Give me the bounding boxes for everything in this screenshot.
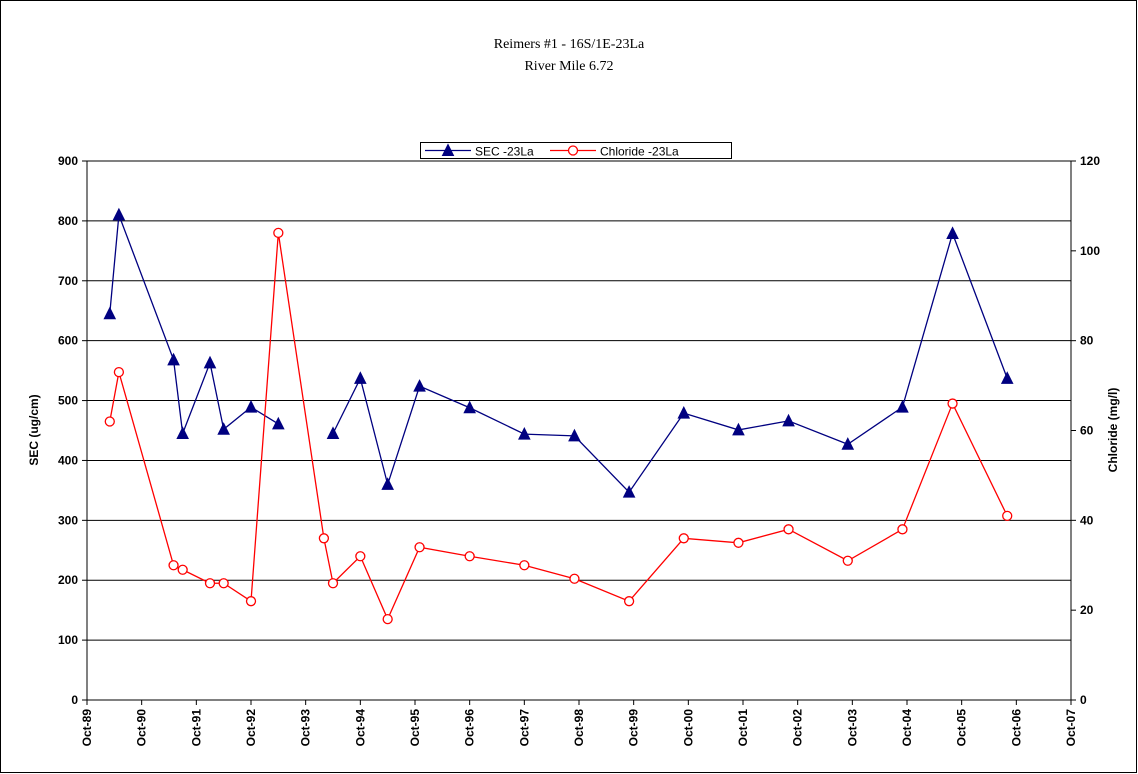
data-point [103,306,117,320]
data-point [112,207,126,221]
data-point [218,578,229,589]
y-tick-label: 700 [58,274,78,288]
x-tick-label: Oct-04 [900,709,914,747]
x-tick-label: Oct-92 [244,709,258,747]
data-point [104,416,115,427]
y-tick-label: 400 [58,453,78,467]
data-point [414,542,425,553]
y-tick-label: 200 [58,573,78,587]
data-point [677,406,691,419]
y2-axis-label: Chloride (mg/l) [1106,388,1120,473]
y-axis-label: SEC (ug/cm) [27,394,41,465]
data-point [568,428,581,442]
data-point [897,524,908,535]
x-tick-label: Oct-93 [299,709,313,747]
x-tick-label: Oct-95 [408,709,422,747]
x-tick-label: Oct-00 [681,709,695,747]
x-tick-label: Oct-01 [736,709,750,747]
data-point [463,400,476,414]
y2-tick-label: 60 [1080,424,1094,438]
y-tick-label: 300 [58,513,78,527]
y-tick-label: 100 [58,633,78,647]
data-point [176,426,189,439]
data-point [244,400,258,413]
x-tick-label: Oct-03 [845,709,859,747]
data-point [354,371,367,384]
data-point [318,533,330,544]
data-point [217,422,230,435]
y-tick-label: 500 [58,394,78,408]
data-point [177,564,188,575]
data-point [1002,510,1013,521]
data-point [327,578,339,589]
data-point [167,352,180,366]
y-tick-label: 600 [58,334,78,348]
data-point [946,226,959,239]
x-tick-label: Oct-91 [189,709,203,747]
x-tick-label: Oct-97 [517,709,531,747]
y2-tick-label: 40 [1080,513,1094,527]
x-tick-label: Oct-06 [1009,709,1023,747]
data-point [518,426,531,440]
legend-marker [441,143,455,156]
data-point [569,573,580,584]
y2-tick-label: 100 [1080,244,1100,258]
data-point [732,422,745,436]
y2-tick-label: 0 [1080,693,1087,707]
x-tick-label: Oct-89 [80,709,94,747]
data-point [113,366,125,378]
x-tick-label: Oct-90 [135,709,149,747]
data-point [782,413,795,427]
x-tick-label: Oct-96 [463,709,477,747]
y2-tick-label: 20 [1080,603,1094,617]
data-point [382,614,393,625]
data-point [783,524,794,535]
y2-tick-label: 120 [1080,154,1100,168]
data-point [204,578,216,589]
y-tick-label: 0 [71,693,78,707]
data-point [947,398,958,409]
data-point [896,400,909,413]
data-point [519,560,530,571]
x-tick-label: Oct-94 [353,709,367,747]
chart-title: Reimers #1 - 16S/1E-23La [494,37,645,52]
data-point [623,596,635,607]
data-point [203,355,217,369]
data-point [326,426,340,439]
x-tick-label: Oct-02 [791,709,805,747]
data-point [413,379,426,392]
data-point [1000,371,1014,384]
y-tick-label: 900 [58,154,78,168]
x-tick-label: Oct-07 [1064,709,1078,747]
legend-marker [567,145,579,156]
y2-tick-label: 80 [1080,334,1094,348]
legend-label: SEC -23La [475,145,534,159]
x-tick-label: Oct-99 [627,709,641,747]
data-point [245,596,257,607]
data-point [678,533,689,544]
data-point [168,560,179,571]
y-tick-label: 800 [58,214,78,228]
data-point [733,537,744,548]
data-point [622,485,636,498]
legend-label: Chloride -23La [600,145,679,159]
x-tick-label: Oct-98 [572,709,586,747]
data-point [464,551,475,562]
data-point [381,477,394,490]
chart-subtitle: River Mile 6.72 [524,59,613,74]
data-point [842,555,853,566]
data-point [272,416,285,430]
x-tick-label: Oct-05 [955,709,969,747]
data-point [355,551,366,562]
data-point [273,227,284,239]
data-point [841,437,855,450]
